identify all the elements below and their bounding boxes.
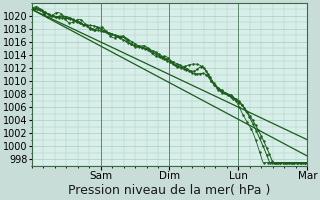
X-axis label: Pression niveau de la mer( hPa ): Pression niveau de la mer( hPa ) [68, 184, 271, 197]
